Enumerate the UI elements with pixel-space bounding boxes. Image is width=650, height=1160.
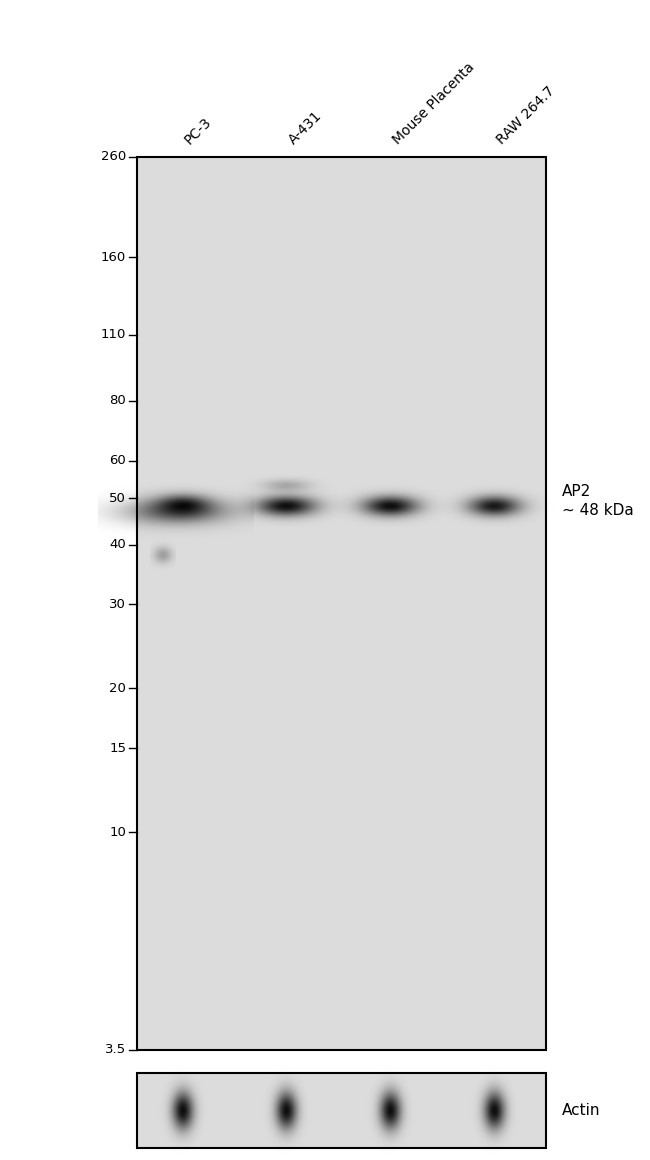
Text: RAW 264.7: RAW 264.7 (494, 84, 557, 147)
Text: A-431: A-431 (286, 109, 324, 147)
Text: 50: 50 (109, 492, 126, 505)
Text: Actin: Actin (562, 1103, 601, 1118)
Text: Mouse Placenta: Mouse Placenta (390, 60, 477, 147)
Text: 10: 10 (109, 826, 126, 839)
Bar (136, 157, 546, 1050)
Text: 260: 260 (101, 150, 126, 164)
Text: 40: 40 (109, 538, 126, 551)
Text: PC-3: PC-3 (182, 115, 215, 147)
Text: AP2
~ 48 kDa: AP2 ~ 48 kDa (562, 484, 634, 519)
Text: 80: 80 (109, 394, 126, 407)
Text: 15: 15 (109, 741, 126, 754)
Text: 3.5: 3.5 (105, 1043, 126, 1057)
Text: 30: 30 (109, 597, 126, 611)
Text: 20: 20 (109, 682, 126, 695)
Text: 110: 110 (101, 328, 126, 341)
Bar (136, 1073, 546, 1148)
Text: 160: 160 (101, 251, 126, 263)
Text: 60: 60 (109, 454, 126, 467)
